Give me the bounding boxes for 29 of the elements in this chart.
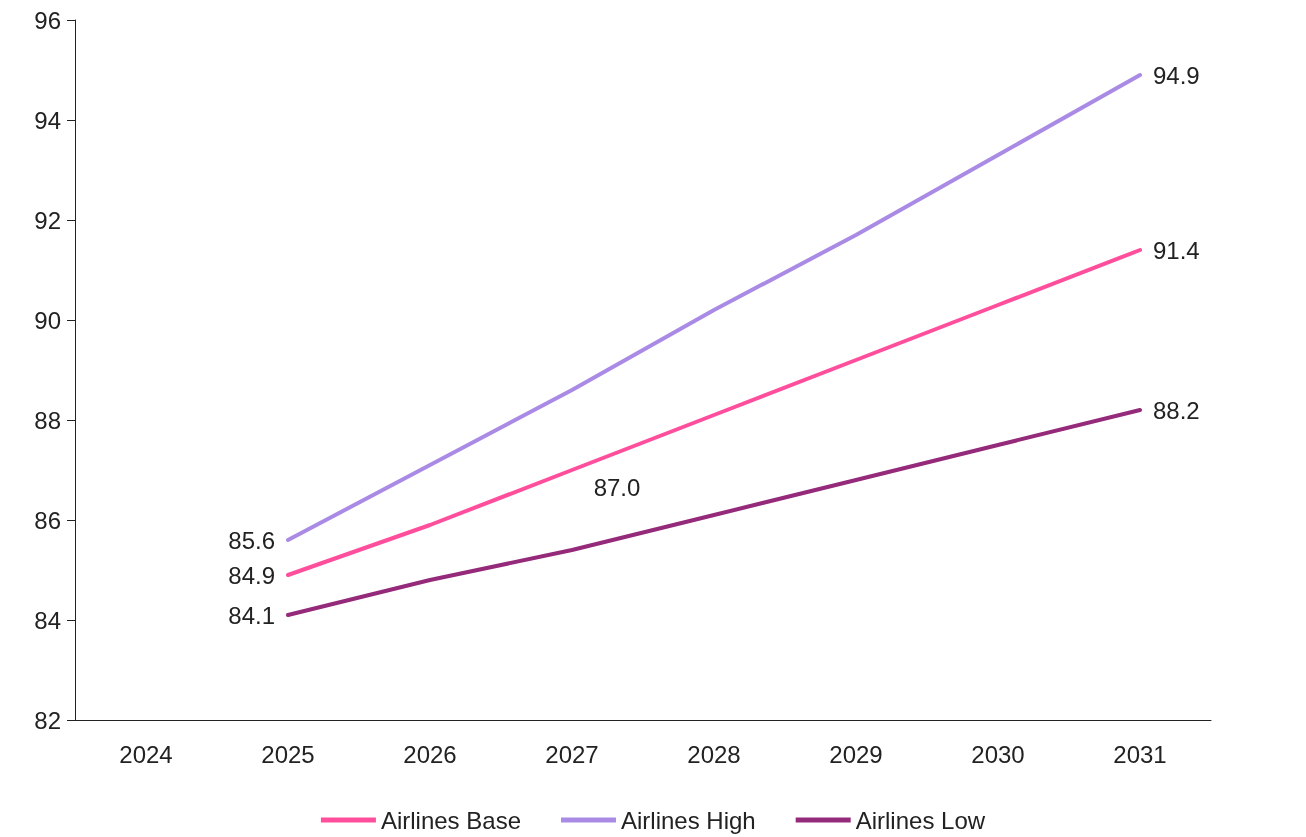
x-tick-label: 2026: [403, 740, 457, 768]
y-tick-label: 94: [34, 106, 61, 134]
y-tick-label: 92: [34, 206, 61, 234]
x-tick-label: 2027: [545, 740, 599, 768]
legend-label: Airlines Base: [380, 806, 521, 834]
line-series: [286, 73, 1142, 542]
data-label: 88.2: [1153, 396, 1200, 424]
x-tick-label: 2025: [261, 740, 315, 768]
data-label: 84.9: [228, 561, 275, 589]
data-label: 87.0: [593, 473, 641, 501]
data-label: 84.1: [228, 601, 275, 629]
x-tick-label: 2028: [687, 740, 741, 768]
legend-label: Airlines Low: [855, 806, 986, 834]
line-series: [286, 408, 1142, 617]
data-label: 91.4: [1153, 236, 1200, 264]
x-tick-label: 2024: [119, 740, 173, 768]
y-tick-label: 96: [34, 6, 61, 34]
y-tick-label: 82: [34, 706, 61, 734]
y-tick-label: 90: [34, 306, 61, 334]
data-label: 94.9: [1153, 61, 1200, 89]
y-tick-label: 86: [34, 506, 61, 534]
x-tick-label: 2029: [829, 740, 883, 768]
x-tick-label: 2031: [1113, 740, 1167, 768]
legend-label: Airlines High: [620, 806, 756, 834]
y-tick-label: 88: [34, 406, 61, 434]
line-series: [286, 248, 1142, 577]
y-tick-label: 84: [34, 606, 61, 634]
data-label: 85.6: [228, 526, 275, 554]
x-tick-label: 2030: [971, 740, 1025, 768]
